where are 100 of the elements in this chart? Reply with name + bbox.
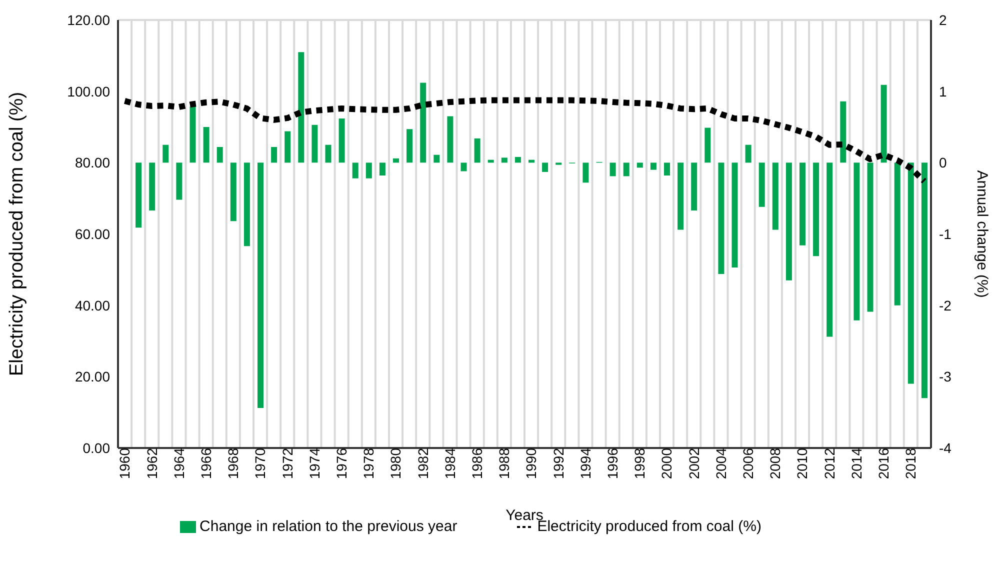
x-tick-label: 2004 bbox=[712, 448, 729, 480]
x-tick-label: 1970 bbox=[252, 448, 268, 480]
bar bbox=[623, 162, 630, 176]
bar bbox=[678, 162, 684, 230]
y2-tick-label: 2 bbox=[939, 12, 947, 28]
bar bbox=[691, 162, 698, 210]
bar bbox=[203, 127, 210, 163]
bar bbox=[732, 162, 738, 268]
bar bbox=[704, 128, 711, 163]
bar bbox=[880, 84, 887, 163]
bar bbox=[908, 162, 914, 384]
bar bbox=[298, 52, 304, 163]
bar bbox=[258, 162, 264, 408]
bar bbox=[434, 154, 440, 163]
x-tick-label: 2002 bbox=[686, 448, 702, 480]
bar bbox=[772, 162, 778, 230]
bar bbox=[664, 162, 670, 176]
bar bbox=[312, 124, 318, 163]
x-tick-label: 1990 bbox=[523, 448, 540, 480]
bar bbox=[420, 82, 426, 163]
bar bbox=[501, 158, 508, 163]
y-axis-title: Electricity produced from coal (%) bbox=[6, 92, 28, 376]
bar bbox=[393, 158, 399, 163]
bar bbox=[542, 162, 548, 172]
x-tick-label: 1980 bbox=[388, 448, 404, 480]
x-tick-label: 2016 bbox=[876, 448, 892, 480]
bar bbox=[826, 162, 833, 337]
bar bbox=[284, 131, 291, 163]
bar bbox=[840, 101, 846, 163]
x-tick-label: 2014 bbox=[848, 448, 864, 480]
x-tick-label: 1986 bbox=[469, 448, 486, 480]
bar bbox=[582, 162, 589, 183]
x-tick-label: 1976 bbox=[334, 448, 350, 480]
x-tick-label: 1972 bbox=[279, 448, 296, 480]
x-tick-label: 1974 bbox=[306, 448, 322, 480]
bar bbox=[244, 162, 250, 246]
x-tick-label: 2000 bbox=[658, 448, 675, 480]
bar bbox=[447, 116, 454, 163]
bar bbox=[162, 144, 169, 163]
y2-tick-label: -1 bbox=[939, 226, 952, 242]
bar bbox=[230, 162, 236, 222]
bar bbox=[650, 162, 656, 170]
bar bbox=[271, 146, 278, 163]
bar bbox=[894, 162, 900, 306]
x-tick-label: 2012 bbox=[821, 448, 838, 480]
y2-tick-label: -2 bbox=[939, 297, 952, 314]
bar bbox=[813, 162, 820, 256]
x-tick-label: 1984 bbox=[442, 448, 458, 480]
x-tick-label: 1992 bbox=[550, 448, 566, 480]
bar bbox=[379, 162, 386, 176]
y-tick-label: 20.00 bbox=[74, 368, 110, 385]
y2-tick-label: -4 bbox=[939, 440, 952, 456]
bar bbox=[636, 162, 643, 168]
x-tick-label: 2010 bbox=[794, 448, 810, 480]
legend-label: Change in relation to the previous year bbox=[200, 518, 458, 535]
bar bbox=[176, 162, 182, 200]
y2-tick-label: 0 bbox=[939, 154, 947, 171]
bar bbox=[786, 162, 792, 280]
bar bbox=[758, 162, 765, 207]
bar bbox=[352, 162, 358, 178]
bar bbox=[921, 162, 928, 398]
y-tick-label: 40.00 bbox=[74, 297, 110, 314]
bar bbox=[718, 162, 724, 274]
x-tick-label: 1982 bbox=[414, 448, 431, 480]
y-tick-label: 120.00 bbox=[67, 12, 110, 28]
x-tick-label: 1998 bbox=[632, 448, 648, 480]
x-tick-label: 2008 bbox=[767, 448, 784, 480]
bar bbox=[190, 106, 196, 163]
y2-tick-label: -3 bbox=[939, 368, 952, 385]
x-tick-label: 1964 bbox=[170, 448, 187, 480]
y2-tick-label: 1 bbox=[939, 83, 947, 100]
x-tick-label: 1968 bbox=[225, 448, 242, 480]
bar bbox=[136, 162, 142, 228]
bar bbox=[745, 144, 752, 163]
x-tick-label: 2018 bbox=[902, 448, 919, 480]
bar bbox=[514, 156, 521, 163]
x-tick-label: 1960 bbox=[116, 448, 133, 480]
bar bbox=[854, 162, 860, 320]
bar bbox=[149, 162, 156, 210]
bar bbox=[474, 138, 480, 163]
x-tick-label: 1966 bbox=[198, 448, 214, 480]
y-tick-label: 0.00 bbox=[82, 440, 110, 456]
x-tick-label: 1978 bbox=[360, 448, 377, 480]
bar bbox=[325, 144, 332, 163]
y-tick-label: 60.00 bbox=[74, 226, 110, 242]
bar bbox=[338, 118, 345, 163]
bar bbox=[460, 162, 467, 172]
x-tick-label: 1988 bbox=[496, 448, 512, 480]
x-tick-label: 1994 bbox=[577, 448, 594, 480]
bar bbox=[216, 146, 223, 163]
x-tick-label: 1962 bbox=[144, 448, 160, 480]
y2-axis-title: Annual change (%) bbox=[974, 170, 991, 298]
bar bbox=[867, 162, 874, 312]
y-tick-label: 80.00 bbox=[74, 154, 110, 171]
y-tick-label: 100.00 bbox=[67, 83, 110, 100]
x-tick-label: 1996 bbox=[604, 448, 621, 480]
x-tick-label: 2006 bbox=[740, 448, 756, 480]
bar bbox=[406, 129, 413, 163]
bar bbox=[610, 162, 616, 176]
bar bbox=[366, 162, 372, 178]
